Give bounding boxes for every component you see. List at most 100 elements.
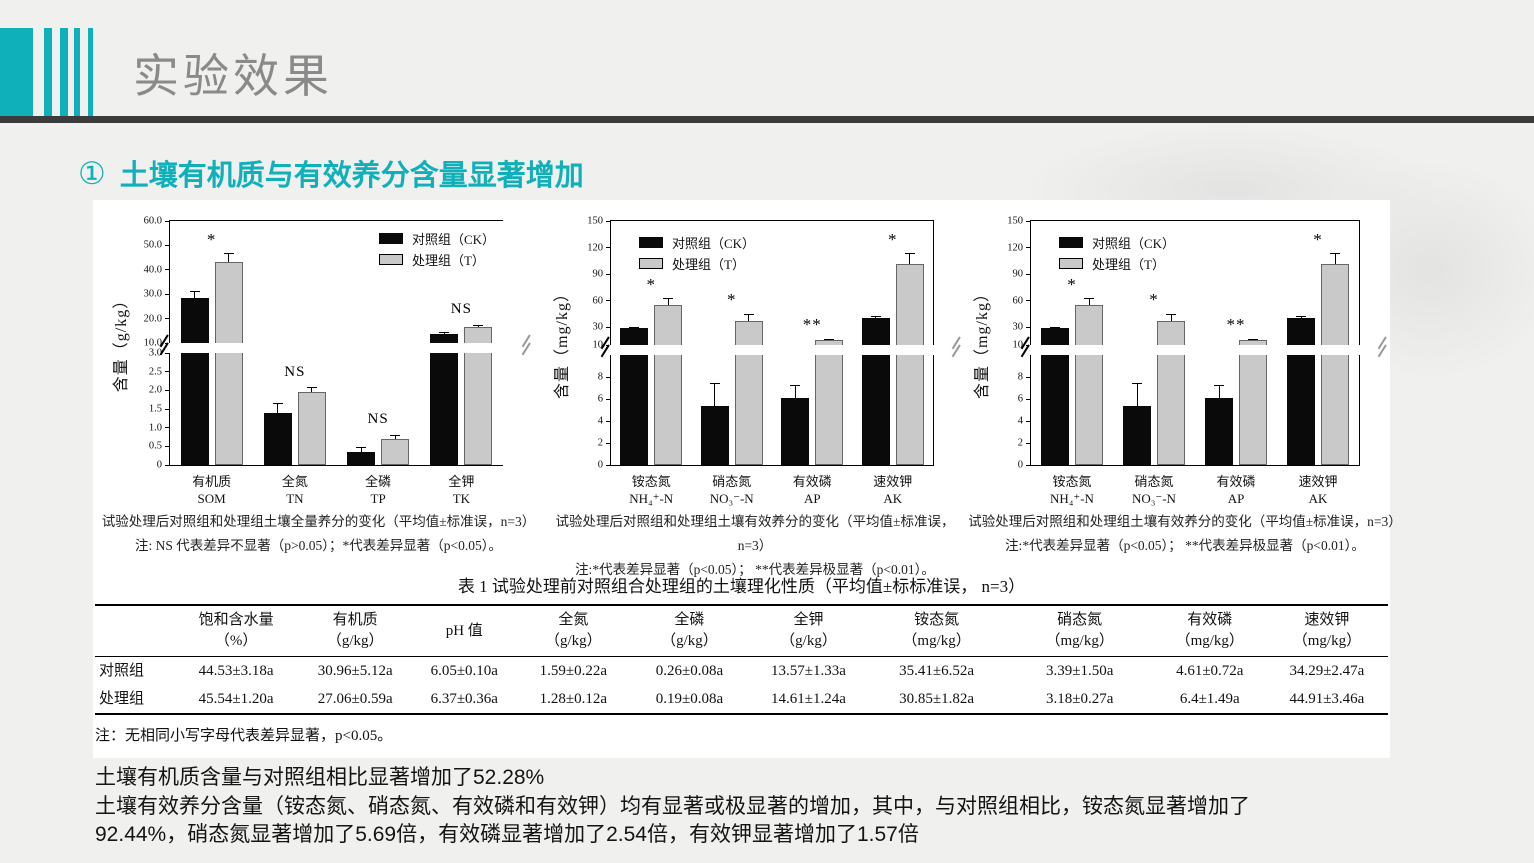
bar-control [700, 405, 729, 465]
axis-tick [1026, 420, 1031, 422]
error-bar [1136, 383, 1138, 406]
error-bar [714, 383, 716, 406]
axis-tick-label: 0 [597, 459, 603, 471]
axis-tick-label: 50.0 [143, 239, 162, 251]
axis-tick [1026, 273, 1031, 275]
significance-label: NS [284, 363, 306, 380]
axis-tick-label: 2 [1017, 437, 1023, 449]
axis-tick [165, 371, 170, 373]
accent-bar-stripe [74, 28, 80, 116]
table-cell: 44.91±3.46a [1289, 691, 1365, 707]
bar-control [430, 334, 459, 465]
column-name: 全钾 [793, 612, 824, 628]
column-unit: （g/kg） [545, 633, 602, 649]
x-category-label: 有效磷 AP [772, 473, 853, 507]
error-bar-cap [1296, 316, 1306, 318]
significance-label: * [888, 229, 898, 249]
table-cell: 1.59±0.22a [539, 663, 608, 679]
axis-tick-label: 90 [592, 268, 604, 280]
table-header-cell: 全磷 （g/kg） [629, 605, 749, 657]
legend-entry: 处理组（T） [378, 250, 495, 269]
axis-tick-label: 30.0 [143, 288, 162, 300]
x-category-name: 有效磷 [792, 474, 832, 489]
significance-label: * [727, 290, 737, 309]
table-cell: 27.06±0.59a [317, 691, 393, 707]
axis-tick-label: 60 [592, 295, 604, 307]
table-cell: 0.19±0.08a [655, 691, 724, 707]
error-bar [1300, 316, 1302, 319]
x-category-abbr: TN [286, 491, 304, 506]
x-category-abbr: NO₃⁻-N [709, 491, 754, 506]
chart-caption: 试验处理后对照组和处理组土壤有效养分的变化（平均值±标准误，n=3） 注:*代表… [545, 510, 965, 582]
y-axis-label: 含量（mg/kg） [974, 285, 991, 399]
axis-tick-label: 0.5 [148, 440, 162, 452]
significance-label: NS [450, 301, 472, 318]
significance-label: * [206, 229, 217, 249]
summary-paragraphs: 土壤有机质含量与对照组相比显著增加了52.28% 土壤有效养分含量（铵态氮、硝态… [95, 764, 1250, 850]
chart-legend: 对照组（CK） 处理组（T） [1059, 231, 1175, 275]
bar-control [1123, 405, 1151, 465]
x-category-label: 速效钾 AK [853, 473, 934, 507]
table-header-cell: 全钾 （g/kg） [749, 605, 867, 657]
table-header-cell: 有机质 （g/kg） [299, 605, 411, 657]
table-header-cell: 速效钾 （mg/kg） [1266, 605, 1388, 657]
legend-entry: 对照组（CK） [1059, 233, 1175, 252]
table-cell: 4.61±0.72a [1176, 663, 1244, 679]
legend-label: 对照组（CK） [1092, 236, 1176, 251]
chart-available-nutrients-2: 试验处理后对照组和处理组土壤有效养分的变化（平均值±标准误，n=3） 注:*代表… [965, 206, 1405, 568]
table-cell: 14.61±1.24a [771, 691, 846, 707]
significance-label: * [1313, 229, 1323, 249]
axis-tick-label: 120 [1007, 242, 1023, 254]
accent-bar-stripe [44, 28, 52, 116]
column-unit: （g/kg） [780, 633, 837, 649]
x-category-label: 全钾 TK [420, 473, 503, 507]
axis-tick [606, 220, 611, 222]
legend-swatch [639, 237, 663, 248]
axis-break-band [608, 345, 936, 355]
error-bar-cap [1132, 383, 1142, 385]
legend-entry: 处理组（T） [1059, 254, 1175, 273]
table-row: 处理组 45.54±1.20a 27.06±0.59a 6.37±0.36a 1.28±… [95, 685, 1388, 714]
table-note: 注：无相同小写字母代表差异显著，p<0.05。 [95, 728, 393, 744]
axis-break-band [167, 343, 506, 353]
axis-tick-label: 120 [587, 242, 603, 254]
table-header-cell: 有效磷 （mg/kg） [1154, 605, 1266, 657]
axis-tick [606, 420, 611, 422]
axis-tick [1026, 376, 1031, 378]
table-header-cell: 饱和含水量 （%） [173, 605, 299, 657]
column-name: 铵态氮 [914, 612, 960, 628]
table-header-cell: 硝态氮 （mg/kg） [1006, 605, 1154, 657]
axis-tick-label: 6 [1017, 393, 1023, 405]
axis-tick-label: 6 [597, 393, 603, 405]
axis-tick [165, 293, 170, 295]
bar-control [1287, 318, 1315, 465]
axis-tick [165, 220, 170, 222]
bar-treatment [1075, 305, 1103, 465]
column-name: 硝态氮 [1057, 612, 1103, 628]
table-cell: 3.18±0.27a [1045, 691, 1114, 707]
error-bar [748, 314, 750, 322]
table-cell: 0.26±0.08a [655, 663, 724, 679]
axis-tick [1026, 247, 1031, 249]
chart-legend: 对照组（CK） 处理组（T） [639, 231, 755, 275]
x-category-label: 硝态氮 NO₃⁻-N [1113, 473, 1195, 507]
axis-tick [165, 389, 170, 391]
table-cell: 6.37±0.36a [430, 691, 498, 707]
x-category-label: 硝态氮 NO₃⁻-N [692, 473, 773, 507]
table-header-cell [95, 605, 173, 657]
axis-tick [606, 273, 611, 275]
legend-label: 对照组（CK） [672, 236, 756, 251]
axis-tick-label: 60 [1012, 295, 1024, 307]
axis-tick [606, 442, 611, 444]
axis-tick-label: 0 [1017, 459, 1023, 471]
x-category-name: 有机质 [192, 474, 232, 489]
axis-tick [1026, 220, 1031, 222]
error-bar [394, 435, 396, 439]
legend-label: 处理组（T） [672, 257, 745, 272]
error-bar [277, 403, 279, 413]
x-category-label: 速效钾 AK [1277, 473, 1359, 507]
error-bar [477, 325, 479, 328]
legend-label: 处理组（T） [411, 253, 485, 268]
axis-tick [165, 352, 170, 354]
x-category-label: 全氮 TN [253, 473, 336, 507]
